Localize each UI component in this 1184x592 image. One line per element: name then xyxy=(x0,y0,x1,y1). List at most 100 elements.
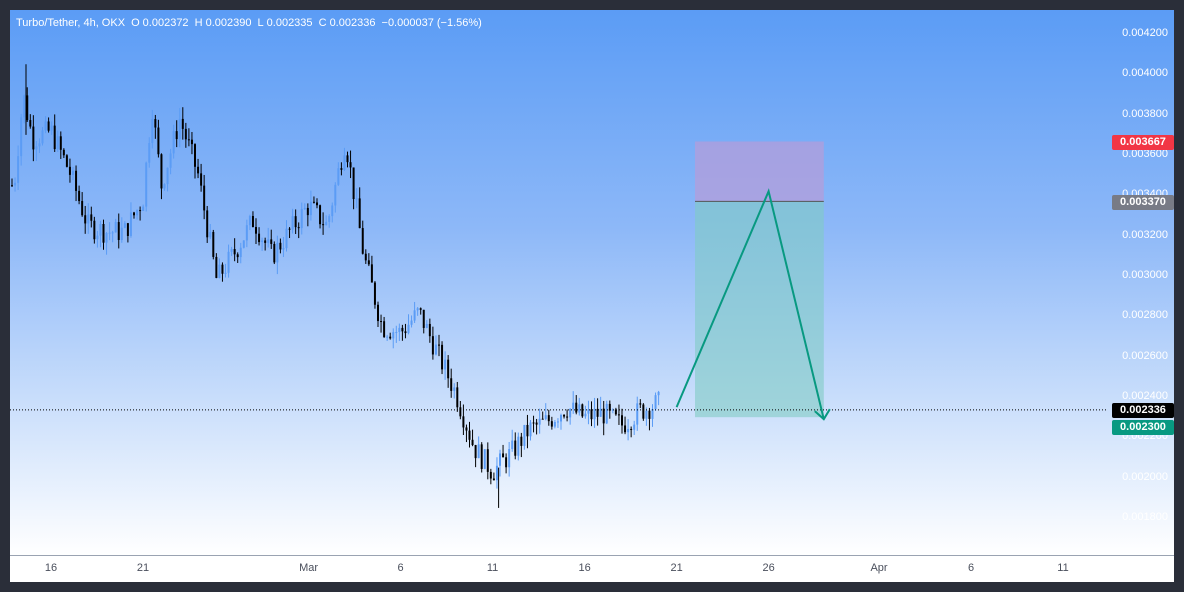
candle-body xyxy=(627,428,630,433)
candle-body xyxy=(87,214,90,224)
candle-body xyxy=(459,407,462,417)
candle-body xyxy=(505,457,508,468)
candle-body xyxy=(416,308,419,311)
projection-arrowhead xyxy=(814,408,831,421)
candle-body xyxy=(355,198,358,200)
candle-body xyxy=(20,117,23,157)
candle-body xyxy=(526,424,529,437)
candle-body xyxy=(617,414,620,416)
candle-body xyxy=(471,439,474,446)
candle-body xyxy=(596,408,599,417)
time-axis[interactable] xyxy=(10,555,1174,582)
candle-body xyxy=(547,415,550,422)
candle-body xyxy=(325,221,328,226)
candle-body xyxy=(328,216,331,222)
candle-body xyxy=(438,344,440,346)
candle-body xyxy=(172,131,175,154)
candle-body xyxy=(50,125,53,131)
candle-body xyxy=(590,409,593,420)
time-tick-label: 11 xyxy=(486,562,499,574)
candle-body xyxy=(584,413,587,417)
candle-body xyxy=(352,167,355,200)
candle-body xyxy=(17,156,20,183)
candle-body xyxy=(608,403,611,411)
candle-body xyxy=(65,155,68,167)
candle-body xyxy=(248,215,251,226)
candle-body xyxy=(572,402,575,409)
candle-body xyxy=(99,224,102,236)
candle-body xyxy=(621,415,623,426)
candle-body xyxy=(419,308,422,310)
price-tick-label: 0.002800 xyxy=(1122,309,1168,322)
price-tick-label: 0.003600 xyxy=(1122,148,1168,160)
target-price-tag: 0.002300 xyxy=(1112,420,1174,435)
candle-body xyxy=(514,440,517,456)
chart-frame[interactable]: Turbo/Tether, 4h, OKX O 0.002372 H 0.00239… xyxy=(10,10,1174,582)
chart-canvas[interactable] xyxy=(10,10,1174,582)
candle-body xyxy=(364,253,367,261)
candle-body xyxy=(258,233,261,243)
candle-body xyxy=(218,264,221,278)
candle-body xyxy=(285,228,288,249)
candle-body xyxy=(26,95,29,121)
candle-body xyxy=(200,173,203,186)
candle-body xyxy=(303,207,306,209)
candle-body xyxy=(23,95,26,118)
candle-body xyxy=(474,445,477,459)
candle-body xyxy=(29,120,32,127)
open-label: O xyxy=(131,17,140,29)
candle-body xyxy=(117,222,120,240)
candle-body xyxy=(511,440,514,450)
candle-body xyxy=(373,282,376,305)
candle-body xyxy=(495,465,498,481)
time-tick-label: 16 xyxy=(44,562,58,574)
candle-body xyxy=(358,198,361,229)
plot-area[interactable] xyxy=(10,10,1108,555)
price-tick-label: 0.004200 xyxy=(1122,27,1168,39)
candle-body xyxy=(93,220,96,240)
candle-body xyxy=(462,416,465,428)
candle-body xyxy=(605,403,608,424)
candle-body xyxy=(84,215,87,224)
candle-body xyxy=(523,424,526,446)
candle-body xyxy=(279,242,282,250)
candle-body xyxy=(456,387,459,408)
candle-body xyxy=(453,387,456,391)
candle-body xyxy=(633,424,636,430)
price-axis[interactable] xyxy=(1108,10,1174,555)
time-tick-label: 11 xyxy=(1057,562,1069,574)
candle-body xyxy=(151,119,154,144)
candle-body xyxy=(312,201,315,203)
candle-body xyxy=(264,240,267,243)
symbol-title: Turbo/Tether, 4h, OKX xyxy=(16,17,126,29)
entry-price-tag: 0.003370 xyxy=(1112,195,1174,210)
candle-body xyxy=(297,227,300,229)
candle-body xyxy=(221,264,224,274)
candle-body xyxy=(224,272,227,274)
candle-body xyxy=(123,223,126,228)
candle-body xyxy=(242,240,245,248)
candle-body xyxy=(361,228,364,254)
candle-body xyxy=(129,212,132,236)
candle-body xyxy=(532,422,535,424)
take-profit-zone xyxy=(695,201,824,418)
candle-body xyxy=(53,125,56,150)
candle-body xyxy=(197,166,200,174)
candle-body xyxy=(175,131,178,140)
candle-body xyxy=(142,206,145,211)
change-value: −0.000037 (−1.56%) xyxy=(381,17,482,29)
candle-body xyxy=(273,243,276,263)
candle-body xyxy=(413,310,416,321)
candle-body xyxy=(441,344,444,370)
candle-body xyxy=(288,228,291,230)
candle-body xyxy=(233,249,236,255)
candle-body xyxy=(425,323,428,328)
candle-body xyxy=(502,453,505,458)
candle-body xyxy=(11,185,13,187)
candle-body xyxy=(276,242,279,263)
open-value: 0.002372 xyxy=(142,17,189,29)
candle-body xyxy=(215,256,218,278)
candle-body xyxy=(75,170,78,191)
candle-body xyxy=(111,232,114,234)
candle-body xyxy=(392,332,395,339)
